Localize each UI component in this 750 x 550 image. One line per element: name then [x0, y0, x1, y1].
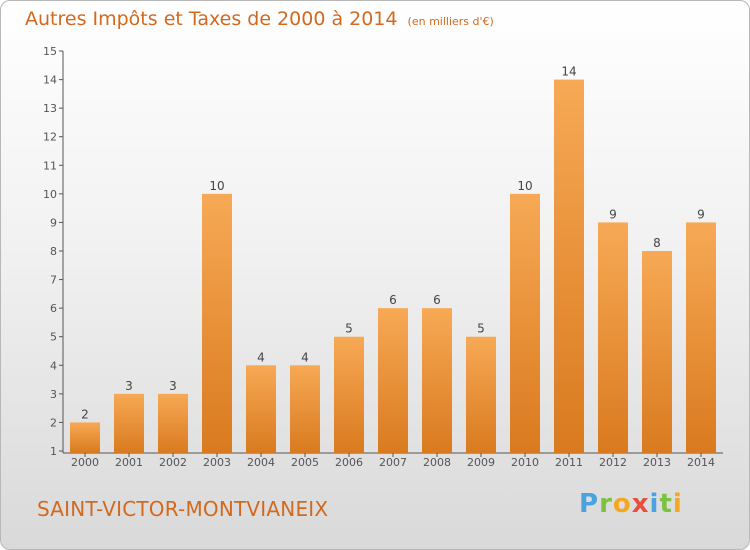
y-tick-label: 5 — [50, 331, 57, 344]
y-tick-label: 8 — [50, 245, 57, 258]
bar — [686, 222, 716, 453]
bar — [598, 222, 628, 453]
bar-value-label: 4 — [301, 350, 309, 364]
chart-subtitle: (en milliers d'€) — [407, 15, 494, 28]
bar — [246, 365, 276, 453]
x-tick-label: 2000 — [71, 456, 99, 469]
x-tick-label: 2002 — [159, 456, 187, 469]
bar-value-label: 3 — [125, 379, 133, 393]
bar-value-label: 9 — [609, 207, 617, 221]
x-tick-label: 2007 — [379, 456, 407, 469]
x-tick-label: 2014 — [687, 456, 715, 469]
y-tick-label: 2 — [50, 416, 57, 429]
y-tick-label: 6 — [50, 302, 57, 315]
bar-value-label: 14 — [561, 65, 576, 79]
x-tick-label: 2012 — [599, 456, 627, 469]
bar — [466, 336, 496, 453]
x-tick-label: 2013 — [643, 456, 671, 469]
bar-value-label: 4 — [257, 350, 265, 364]
chart-title: Autres Impôts et Taxes de 2000 à 2014 (e… — [25, 8, 494, 30]
bar — [158, 393, 188, 453]
place-name: SAINT-VICTOR-MONTVIANEIX — [37, 497, 329, 521]
x-tick-label: 2008 — [423, 456, 451, 469]
y-tick-label: 15 — [43, 45, 57, 58]
y-tick-label: 14 — [43, 74, 57, 87]
bar — [642, 251, 672, 453]
x-tick-label: 2005 — [291, 456, 319, 469]
y-tick-label: 12 — [43, 131, 57, 144]
bar — [378, 308, 408, 453]
x-tick-label: 2003 — [203, 456, 231, 469]
bar-value-label: 5 — [477, 322, 485, 336]
bar — [202, 193, 232, 453]
y-tick-label: 7 — [50, 274, 57, 287]
chart-title-text: Autres Impôts et Taxes de 2000 à 2014 — [25, 8, 398, 30]
x-tick-label: 2006 — [335, 456, 363, 469]
y-tick-label: 1 — [50, 445, 57, 458]
bar-value-label: 8 — [653, 236, 661, 250]
bar-value-label: 9 — [697, 207, 705, 221]
bar-value-label: 10 — [517, 179, 532, 193]
bar — [510, 193, 540, 453]
bar — [70, 422, 100, 453]
x-tick-label: 2011 — [555, 456, 583, 469]
y-tick-label: 10 — [43, 188, 57, 201]
bar-value-label: 3 — [169, 379, 177, 393]
y-tick-label: 9 — [50, 216, 57, 229]
bar — [554, 79, 584, 454]
bars — [70, 79, 716, 454]
y-tick-label: 3 — [50, 388, 57, 401]
x-tick-label: 2001 — [115, 456, 143, 469]
bar-value-label: 2 — [81, 407, 89, 421]
bar — [114, 393, 144, 453]
bar-value-label: 10 — [209, 179, 224, 193]
labels: 2 2000 3 2001 3 2002 10 2003 4 2004 4 2005 5 2006 6 200… — [71, 65, 715, 469]
y-tick-label: 11 — [43, 159, 57, 172]
x-tick-label: 2010 — [511, 456, 539, 469]
y-tick-label: 13 — [43, 102, 57, 115]
bar — [290, 365, 320, 453]
bar — [422, 308, 452, 453]
y-tick-label: 4 — [50, 359, 57, 372]
x-tick-label: 2004 — [247, 456, 275, 469]
bar-value-label: 6 — [389, 293, 397, 307]
bar-value-label: 5 — [345, 322, 353, 336]
bar — [334, 336, 364, 453]
bar-value-label: 6 — [433, 293, 441, 307]
x-tick-label: 2009 — [467, 456, 495, 469]
proxiti-logo: Proxiti — [579, 489, 683, 519]
